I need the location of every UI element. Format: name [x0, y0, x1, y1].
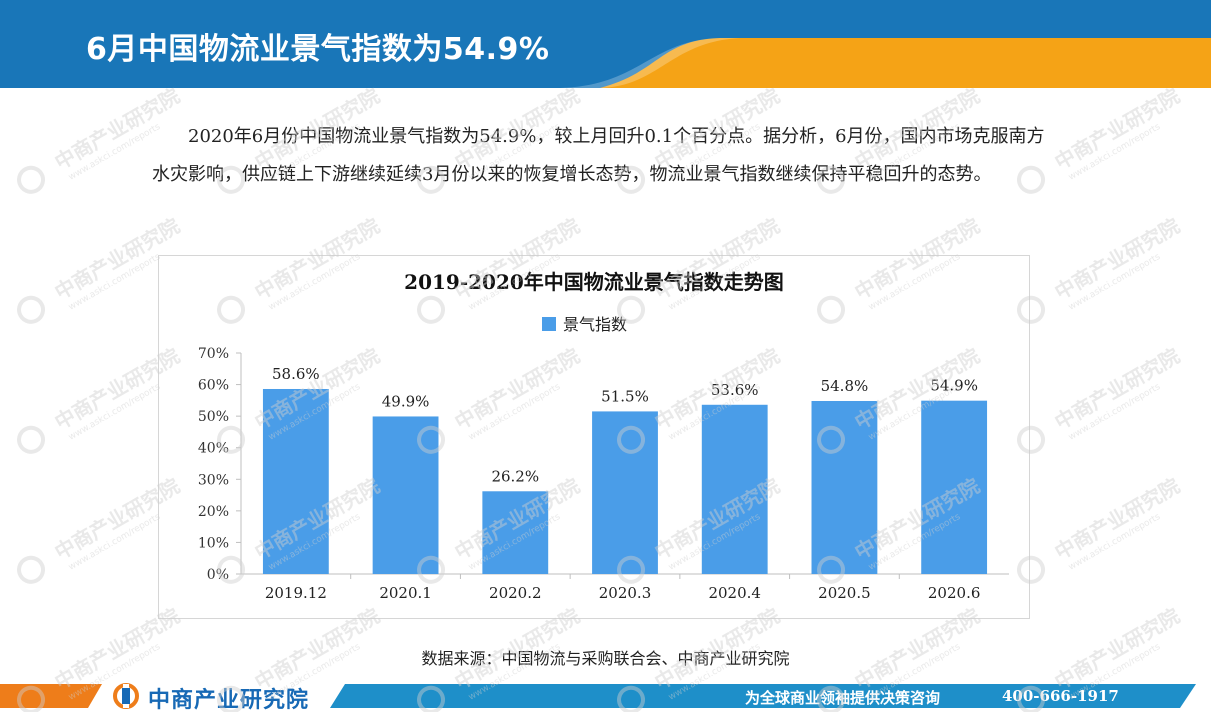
watermark-text: 中商产业研究院	[1051, 214, 1184, 305]
header-background	[0, 0, 1211, 88]
y-tick-label: 50%	[198, 409, 229, 425]
x-category-label: 2020.1	[379, 584, 432, 602]
data-label-2020.3: 51.5%	[601, 387, 649, 405]
brand-name: 中商产业研究院	[148, 688, 310, 713]
data-label-2019.12: 58.6%	[272, 365, 320, 383]
watermark-subtext: www.askci.com/reports	[67, 512, 163, 573]
data-source-note: 数据来源：中国物流与采购联合会、中商产业研究院	[421, 649, 790, 668]
watermark-logo-icon	[17, 425, 46, 454]
y-tick-label: 40%	[198, 441, 229, 457]
data-label-2020.4: 53.6%	[711, 381, 759, 399]
watermark-text: 中商产业研究院	[1051, 474, 1184, 565]
data-label-2020.5: 54.8%	[821, 377, 869, 395]
x-category-label: 2020.6	[928, 584, 981, 602]
watermark-subtext: www.askci.com/reports	[1067, 382, 1163, 443]
bar-2020.6	[921, 400, 988, 574]
data-label-2020.1: 49.9%	[382, 392, 430, 410]
watermark-subtext: www.askci.com/reports	[67, 252, 163, 313]
watermark-subtext: www.askci.com/reports	[1067, 122, 1163, 183]
page-title: 6月中国物流业景气指数为54.9%	[86, 32, 550, 67]
x-category-label: 2020.5	[818, 584, 871, 602]
y-axis-ticks: 0% 10% 20% 30% 40% 50% 60% 70%	[198, 346, 241, 583]
legend-label: 景气指数	[563, 315, 627, 334]
footer-bar: 中商产业研究院 为全球商业领袖提供决策咨询 400-666-1917	[0, 680, 1211, 713]
brand-logo-icon	[113, 683, 139, 709]
y-tick-label: 20%	[198, 504, 229, 520]
chart-title: 2019-2020年中国物流业景气指数走势图	[404, 270, 784, 294]
watermark-subtext: www.askci.com/reports	[67, 382, 163, 443]
bar-2020.2	[482, 491, 549, 574]
bars-group	[262, 388, 988, 574]
watermark-logo-icon	[17, 555, 46, 584]
watermark-subtext: www.askci.com/reports	[1067, 512, 1163, 573]
y-tick-label: 70%	[198, 346, 229, 362]
chart-container: 2019-2020年中国物流业景气指数走势图 景气指数 0% 10% 20% 30% 4…	[158, 255, 1030, 619]
header-banner: 6月中国物流业景气指数为54.9%	[0, 0, 1211, 88]
bar-2020.1	[372, 416, 439, 574]
x-category-label: 2019.12	[265, 584, 327, 602]
intro-paragraph: 2020年6月份中国物流业景气指数为54.9%，较上月回升0.1个百分点。据分析…	[152, 126, 1045, 185]
footer-phone: 400-666-1917	[1002, 687, 1119, 705]
bar-2020.5	[811, 400, 878, 574]
data-labels-group: 58.6% 49.9% 26.2% 51.5% 53.6% 54.8% 54.9%	[272, 365, 978, 485]
y-tick-label: 10%	[198, 535, 229, 551]
data-label-2020.6: 54.9%	[930, 377, 978, 395]
legend-swatch	[542, 317, 556, 331]
x-category-label: 2020.2	[489, 584, 542, 602]
data-label-2020.2: 26.2%	[491, 467, 539, 485]
y-tick-label: 0%	[207, 567, 229, 583]
bar-2020.4	[701, 404, 768, 574]
y-tick-label: 30%	[198, 472, 229, 488]
footer-background	[0, 683, 1196, 709]
watermark-logo-icon	[17, 165, 46, 194]
bar-2020.3	[592, 411, 658, 574]
watermark-text: 中商产业研究院	[1051, 344, 1184, 435]
bar-2019.12	[262, 388, 329, 574]
x-category-label: 2020.4	[708, 584, 761, 602]
watermark-subtext: www.askci.com/reports	[1067, 252, 1163, 313]
watermark-logo-icon	[17, 295, 46, 324]
watermark-text: 中商产业研究院	[1051, 84, 1184, 175]
footer-slogan: 为全球商业领袖提供决策咨询	[745, 689, 941, 707]
bar-chart: 2019-2020年中国物流业景气指数走势图 景气指数 0% 10% 20% 30% 4…	[198, 270, 1009, 602]
watermark-subtext: www.askci.com/reports	[67, 122, 163, 183]
x-axis-categories: 2019.12 2020.1 2020.2 2020.3 2020.4 2020.5 202…	[265, 574, 981, 602]
x-category-label: 2020.3	[599, 584, 652, 602]
y-tick-label: 60%	[198, 378, 229, 394]
